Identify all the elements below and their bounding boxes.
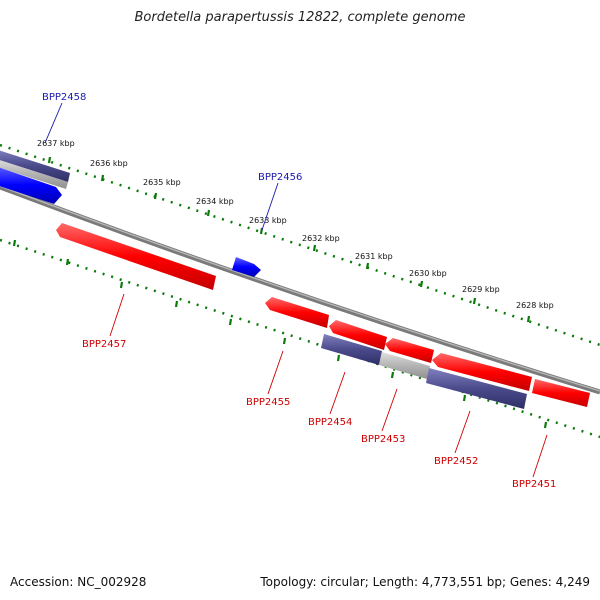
gene-label-bpp2456[interactable]: BPP2456 bbox=[258, 172, 302, 183]
gene-bpp2455[interactable] bbox=[265, 297, 329, 328]
major-tick bbox=[312, 244, 317, 252]
major-tick bbox=[119, 281, 124, 289]
kbp-label: 2634 kbp bbox=[196, 197, 234, 206]
major-tick bbox=[390, 371, 395, 379]
leader-bpp2456 bbox=[261, 182, 279, 231]
leader-bpp2455 bbox=[267, 350, 284, 395]
kbp-label: 2633 kbp bbox=[249, 216, 287, 225]
leader-bpp2458 bbox=[44, 102, 63, 144]
kbp-label: 2636 kbp bbox=[90, 159, 128, 168]
major-tick bbox=[228, 318, 233, 326]
kbp-labels: 2637 kbp 2636 kbp 2635 kbp 2634 kbp 2633… bbox=[37, 139, 554, 310]
leader-bpp2453 bbox=[381, 388, 398, 432]
leader-bpp2457 bbox=[109, 293, 125, 337]
gene-label-bpp2458[interactable]: BPP2458 bbox=[42, 92, 86, 103]
gene-bpp2453[interactable] bbox=[385, 338, 434, 363]
feature-bpp2458-purple[interactable] bbox=[0, 149, 70, 182]
leader-bpp2454 bbox=[329, 371, 346, 415]
map-title: Bordetella parapertussis 12822, complete… bbox=[134, 10, 466, 25]
gene-bpp2456[interactable] bbox=[232, 257, 261, 277]
major-tick bbox=[282, 337, 287, 345]
reverse-strand-features bbox=[56, 223, 590, 409]
major-tick bbox=[543, 421, 548, 429]
kbp-label: 2637 kbp bbox=[37, 139, 75, 148]
gene-label-bpp2455[interactable]: BPP2455 bbox=[246, 397, 290, 408]
major-tick bbox=[259, 227, 264, 235]
genome-backbone bbox=[0, 184, 600, 395]
forward-tick-track bbox=[0, 143, 600, 347]
reverse-tick-track bbox=[0, 238, 600, 439]
accession-text: Accession: NC_002928 bbox=[10, 575, 147, 589]
major-tick bbox=[419, 280, 424, 288]
topology-text: Topology: circular; Length: 4,773,551 bp… bbox=[260, 575, 590, 589]
gene-label-bpp2451[interactable]: BPP2451 bbox=[512, 479, 556, 490]
gene-bpp2457[interactable] bbox=[56, 223, 216, 290]
gene-bpp2451[interactable] bbox=[532, 379, 590, 407]
forward-strand-features bbox=[0, 149, 261, 277]
major-tick bbox=[526, 315, 531, 323]
feature-bpp2458-grey[interactable] bbox=[0, 158, 68, 189]
kbp-label: 2632 kbp bbox=[302, 234, 340, 243]
major-tick bbox=[462, 394, 467, 402]
gene-bpp2454[interactable] bbox=[329, 320, 387, 350]
feature-bpp2454-purple[interactable] bbox=[321, 334, 382, 365]
gene-bpp2458[interactable] bbox=[0, 166, 62, 204]
major-tick bbox=[100, 174, 105, 182]
major-tick bbox=[472, 297, 477, 305]
leader-bpp2452 bbox=[454, 410, 471, 454]
kbp-label: 2631 kbp bbox=[355, 252, 393, 261]
major-tick bbox=[206, 209, 211, 217]
kbp-label: 2630 kbp bbox=[409, 269, 447, 278]
gene-label-bpp2452[interactable]: BPP2452 bbox=[434, 456, 478, 467]
major-tick bbox=[65, 258, 70, 266]
major-ticks-lower bbox=[12, 239, 548, 429]
label-leaders bbox=[44, 102, 548, 478]
feature-bpp2453-grey[interactable] bbox=[379, 352, 430, 379]
gene-bpp2452[interactable] bbox=[432, 353, 532, 391]
gene-label-bpp2454[interactable]: BPP2454 bbox=[308, 417, 352, 428]
major-tick bbox=[47, 156, 52, 164]
genome-backbone-highlight bbox=[0, 185, 600, 392]
major-ticks-upper bbox=[47, 156, 531, 323]
gene-labels: BPP2458 BPP2456 BPP2457 BPP2455 BPP2454 … bbox=[42, 92, 556, 490]
major-tick bbox=[174, 300, 179, 308]
major-tick bbox=[365, 262, 370, 270]
kbp-label: 2635 kbp bbox=[143, 178, 181, 187]
major-tick bbox=[12, 239, 17, 247]
leader-bpp2451 bbox=[532, 434, 548, 478]
kbp-label: 2628 kbp bbox=[516, 301, 554, 310]
feature-bpp2452-purple[interactable] bbox=[426, 368, 527, 409]
major-tick bbox=[336, 354, 341, 362]
kbp-label: 2629 kbp bbox=[462, 285, 500, 294]
gene-label-bpp2457[interactable]: BPP2457 bbox=[82, 339, 126, 350]
major-tick bbox=[153, 192, 158, 200]
gene-label-bpp2453[interactable]: BPP2453 bbox=[361, 434, 405, 445]
